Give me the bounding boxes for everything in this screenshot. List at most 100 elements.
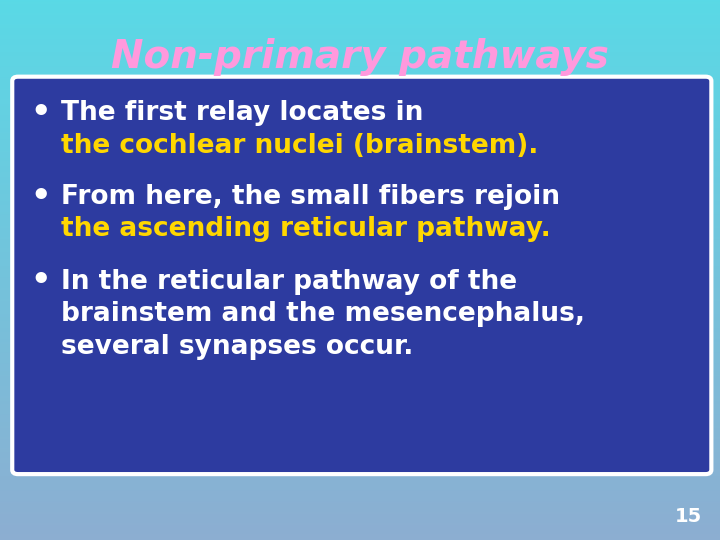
- Bar: [0, 315, 720, 319]
- Bar: [0, 302, 720, 305]
- Bar: [0, 251, 720, 254]
- Bar: [0, 240, 720, 243]
- Bar: [0, 537, 720, 540]
- Bar: [0, 418, 720, 421]
- Bar: [0, 464, 720, 467]
- Bar: [0, 526, 720, 529]
- Bar: [0, 521, 720, 524]
- Bar: [0, 275, 720, 278]
- Bar: [0, 0, 720, 3]
- Bar: [0, 199, 720, 202]
- Bar: [0, 232, 720, 235]
- Bar: [0, 121, 720, 124]
- Bar: [0, 10, 720, 14]
- Bar: [0, 288, 720, 292]
- Bar: [0, 313, 720, 316]
- Bar: [0, 445, 720, 448]
- Bar: [0, 402, 720, 405]
- Bar: [0, 510, 720, 513]
- Bar: [0, 188, 720, 192]
- Bar: [0, 43, 720, 46]
- Bar: [0, 299, 720, 302]
- Bar: [0, 234, 720, 238]
- Bar: [0, 410, 720, 413]
- Bar: [0, 383, 720, 386]
- Bar: [0, 453, 720, 456]
- Bar: [0, 310, 720, 313]
- Bar: [0, 8, 720, 11]
- Bar: [0, 221, 720, 224]
- Bar: [0, 129, 720, 132]
- Bar: [0, 24, 720, 27]
- Text: brainstem and the mesencephalus,: brainstem and the mesencephalus,: [61, 301, 585, 327]
- Bar: [0, 458, 720, 462]
- Bar: [0, 286, 720, 289]
- Bar: [0, 450, 720, 454]
- Text: several synapses occur.: several synapses occur.: [61, 334, 413, 360]
- Text: In the reticular pathway of the: In the reticular pathway of the: [61, 269, 518, 295]
- Bar: [0, 110, 720, 113]
- Bar: [0, 148, 720, 151]
- Bar: [0, 207, 720, 211]
- Bar: [0, 359, 720, 362]
- Bar: [0, 264, 720, 267]
- Bar: [0, 48, 720, 51]
- Bar: [0, 26, 720, 30]
- Bar: [0, 229, 720, 232]
- Bar: [0, 80, 720, 84]
- Bar: [0, 353, 720, 356]
- Bar: [0, 345, 720, 348]
- Bar: [0, 512, 720, 516]
- Bar: [0, 377, 720, 381]
- Bar: [0, 72, 720, 76]
- Bar: [0, 145, 720, 149]
- Text: the cochlear nuclei (brainstem).: the cochlear nuclei (brainstem).: [61, 133, 539, 159]
- Bar: [0, 78, 720, 81]
- Bar: [0, 70, 720, 73]
- Bar: [0, 224, 720, 227]
- Bar: [0, 132, 720, 135]
- Bar: [0, 515, 720, 518]
- Bar: [0, 197, 720, 200]
- Bar: [0, 280, 720, 284]
- Bar: [0, 305, 720, 308]
- Bar: [0, 283, 720, 286]
- Bar: [0, 245, 720, 248]
- Bar: [0, 369, 720, 373]
- Bar: [0, 415, 720, 418]
- Bar: [0, 102, 720, 105]
- Bar: [0, 2, 720, 5]
- Bar: [0, 396, 720, 400]
- Bar: [0, 151, 720, 154]
- FancyBboxPatch shape: [12, 77, 711, 474]
- Bar: [0, 504, 720, 508]
- Bar: [0, 32, 720, 35]
- Text: 15: 15: [675, 508, 702, 526]
- Bar: [0, 399, 720, 402]
- Bar: [0, 21, 720, 24]
- Bar: [0, 18, 720, 22]
- Bar: [0, 426, 720, 429]
- Bar: [0, 137, 720, 140]
- Bar: [0, 375, 720, 378]
- Bar: [0, 421, 720, 424]
- Bar: [0, 469, 720, 472]
- Bar: [0, 213, 720, 216]
- Bar: [0, 356, 720, 359]
- Bar: [0, 242, 720, 246]
- Bar: [0, 16, 720, 19]
- Text: •: •: [30, 266, 50, 298]
- Bar: [0, 291, 720, 294]
- Bar: [0, 35, 720, 38]
- Bar: [0, 178, 720, 181]
- Bar: [0, 37, 720, 40]
- Bar: [0, 159, 720, 162]
- Bar: [0, 477, 720, 481]
- Bar: [0, 456, 720, 459]
- Bar: [0, 361, 720, 365]
- Bar: [0, 256, 720, 259]
- Bar: [0, 167, 720, 170]
- Bar: [0, 429, 720, 432]
- Text: Non-primary pathways: Non-primary pathways: [111, 38, 609, 76]
- Bar: [0, 350, 720, 354]
